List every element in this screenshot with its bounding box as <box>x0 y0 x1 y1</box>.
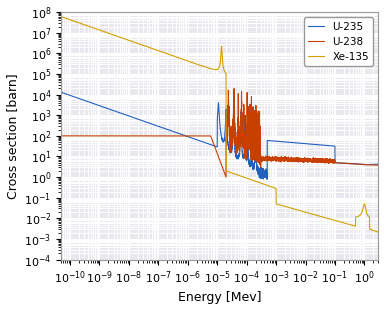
U-235 <box>265 178 269 181</box>
Xe-135 <box>294 208 299 211</box>
U-238 <box>75 134 79 138</box>
Xe-135 <box>376 230 381 234</box>
U-235 <box>376 162 381 166</box>
U-238 <box>232 87 236 91</box>
Line: Xe-135: Xe-135 <box>61 17 379 232</box>
Xe-135 <box>260 182 265 186</box>
U-238 <box>59 134 63 138</box>
X-axis label: Energy [Mev]: Energy [Mev] <box>178 291 262 304</box>
U-238 <box>294 158 299 162</box>
Line: U-235: U-235 <box>61 92 379 179</box>
Legend: U-235, U-238, Xe-135: U-235, U-238, Xe-135 <box>304 17 373 66</box>
U-238 <box>311 156 316 159</box>
U-235 <box>247 160 251 163</box>
U-235 <box>311 143 316 146</box>
U-235 <box>75 96 79 100</box>
Xe-135 <box>311 212 316 216</box>
U-235 <box>260 175 265 178</box>
U-238 <box>174 134 178 138</box>
Xe-135 <box>174 55 178 59</box>
U-238 <box>247 141 251 144</box>
Line: U-238: U-238 <box>61 89 379 177</box>
U-235 <box>294 141 299 145</box>
U-238 <box>224 175 228 179</box>
Y-axis label: Cross section [barn]: Cross section [barn] <box>5 73 18 199</box>
U-235 <box>59 91 63 94</box>
U-238 <box>260 157 265 160</box>
Xe-135 <box>59 15 63 19</box>
Xe-135 <box>247 177 251 181</box>
U-235 <box>174 131 178 134</box>
U-238 <box>376 163 381 167</box>
Xe-135 <box>75 20 79 24</box>
